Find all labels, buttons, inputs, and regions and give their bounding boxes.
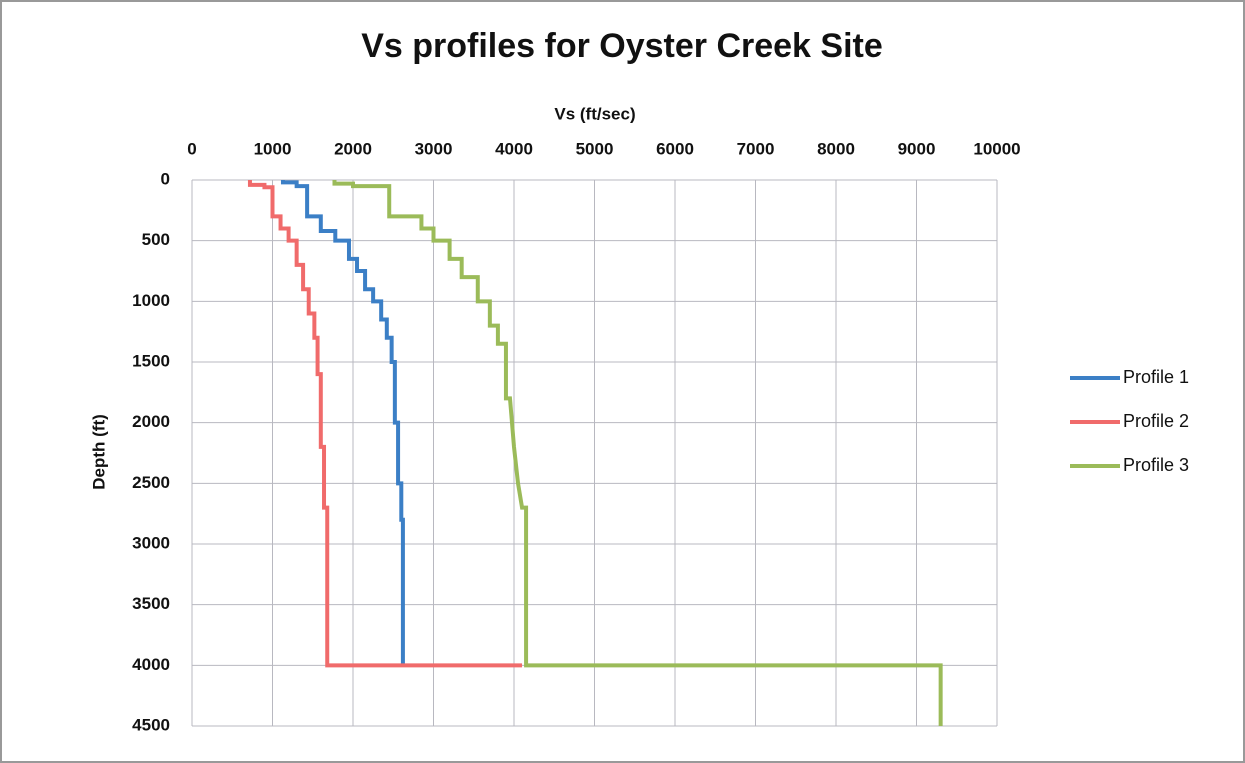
x-tick-label: 2000 xyxy=(334,139,372,158)
y-tick-label: 500 xyxy=(142,230,170,249)
y-tick-label: 4000 xyxy=(132,655,170,674)
y-tick-label: 4500 xyxy=(132,715,170,734)
y-tick-label: 1000 xyxy=(132,291,170,310)
legend-label: Profile 1 xyxy=(1123,367,1189,387)
series-line xyxy=(247,180,523,668)
chart-title: Vs profiles for Oyster Creek Site xyxy=(361,27,883,65)
y-tick-label: 1500 xyxy=(132,351,170,370)
x-tick-label: 0 xyxy=(187,139,196,158)
y-axis-label: Depth (ft) xyxy=(89,414,108,490)
y-tick-label: 3000 xyxy=(132,533,170,552)
x-tick-label: 3000 xyxy=(415,139,453,158)
y-tick-label: 2500 xyxy=(132,473,170,492)
x-tick-label: 1000 xyxy=(254,139,292,158)
series-line xyxy=(280,180,405,666)
y-tick-label: 2000 xyxy=(132,412,170,431)
x-tick-label: 9000 xyxy=(898,139,936,158)
x-tick-label: 8000 xyxy=(817,139,855,158)
y-tick-label: 3500 xyxy=(132,594,170,613)
y-tick-label: 0 xyxy=(161,169,170,188)
legend-label: Profile 2 xyxy=(1123,411,1189,431)
legend-label: Profile 3 xyxy=(1123,455,1189,475)
series-line xyxy=(332,180,943,726)
x-tick-label: 4000 xyxy=(495,139,533,158)
x-tick-label: 5000 xyxy=(576,139,614,158)
x-tick-label: 10000 xyxy=(973,139,1020,158)
x-tick-label: 6000 xyxy=(656,139,694,158)
x-axis-label: Vs (ft/sec) xyxy=(554,104,635,123)
x-tick-label: 7000 xyxy=(737,139,775,158)
